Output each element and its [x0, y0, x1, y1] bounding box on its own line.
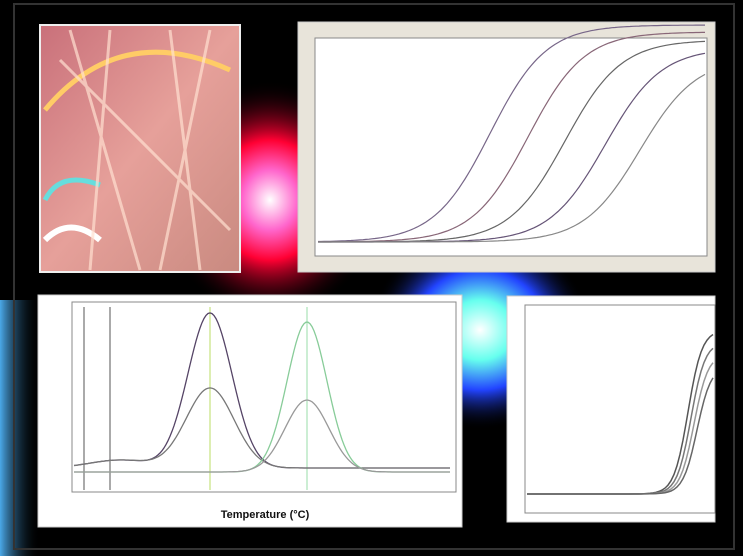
edge-glow	[0, 300, 40, 556]
x-axis-label: Temperature (°C)	[221, 509, 310, 521]
collage: Temperature (°C)	[0, 0, 743, 556]
photo-panel	[40, 25, 240, 272]
amplification-panel	[298, 22, 715, 272]
melt-panel: Temperature (°C)	[38, 295, 462, 527]
small-panel	[507, 296, 715, 522]
